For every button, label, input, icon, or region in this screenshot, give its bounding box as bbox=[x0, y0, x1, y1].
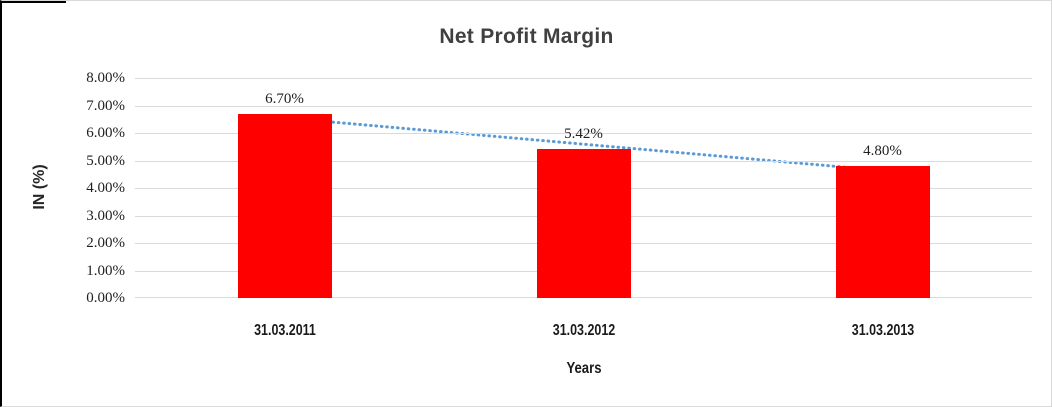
y-tick-label: 7.00% bbox=[86, 97, 125, 114]
data-label: 5.42% bbox=[564, 125, 603, 142]
y-tick-label: 0.00% bbox=[86, 290, 125, 306]
gridline bbox=[135, 133, 1032, 134]
bar-31.03.2011 bbox=[237, 113, 332, 298]
y-tick-label: 6.00% bbox=[86, 125, 125, 141]
data-label: 4.80% bbox=[863, 143, 902, 159]
y-tick-label: 5.00% bbox=[86, 152, 125, 169]
data-label: 6.70% bbox=[265, 90, 304, 107]
x-tick-label: 31.03.2012 bbox=[552, 322, 615, 339]
plot-area: 8.00% 7.00% 6.00% 5.00% 4.00% 3.00% 2.00% 1.00%… bbox=[86, 70, 1032, 377]
x-axis-title: Years bbox=[565, 360, 602, 377]
bar-31.03.2013 bbox=[835, 166, 930, 298]
chart-title: Net Profit Margin bbox=[439, 25, 614, 48]
x-tick-label: 31.03.2013 bbox=[851, 322, 914, 339]
x-tick-label: 31.03.2011 bbox=[253, 322, 316, 339]
gridline bbox=[135, 105, 1032, 107]
top-left-accent-border bbox=[2, 1, 66, 3]
gridline bbox=[135, 78, 1032, 79]
y-tick-label: 3.00% bbox=[86, 207, 125, 224]
bar-31.03.2012 bbox=[536, 148, 631, 298]
y-tick-label: 4.00% bbox=[86, 180, 125, 196]
y-tick-label: 1.00% bbox=[86, 262, 125, 279]
y-tick-label: 2.00% bbox=[86, 235, 125, 251]
y-tick-label: 8.00% bbox=[86, 70, 125, 86]
